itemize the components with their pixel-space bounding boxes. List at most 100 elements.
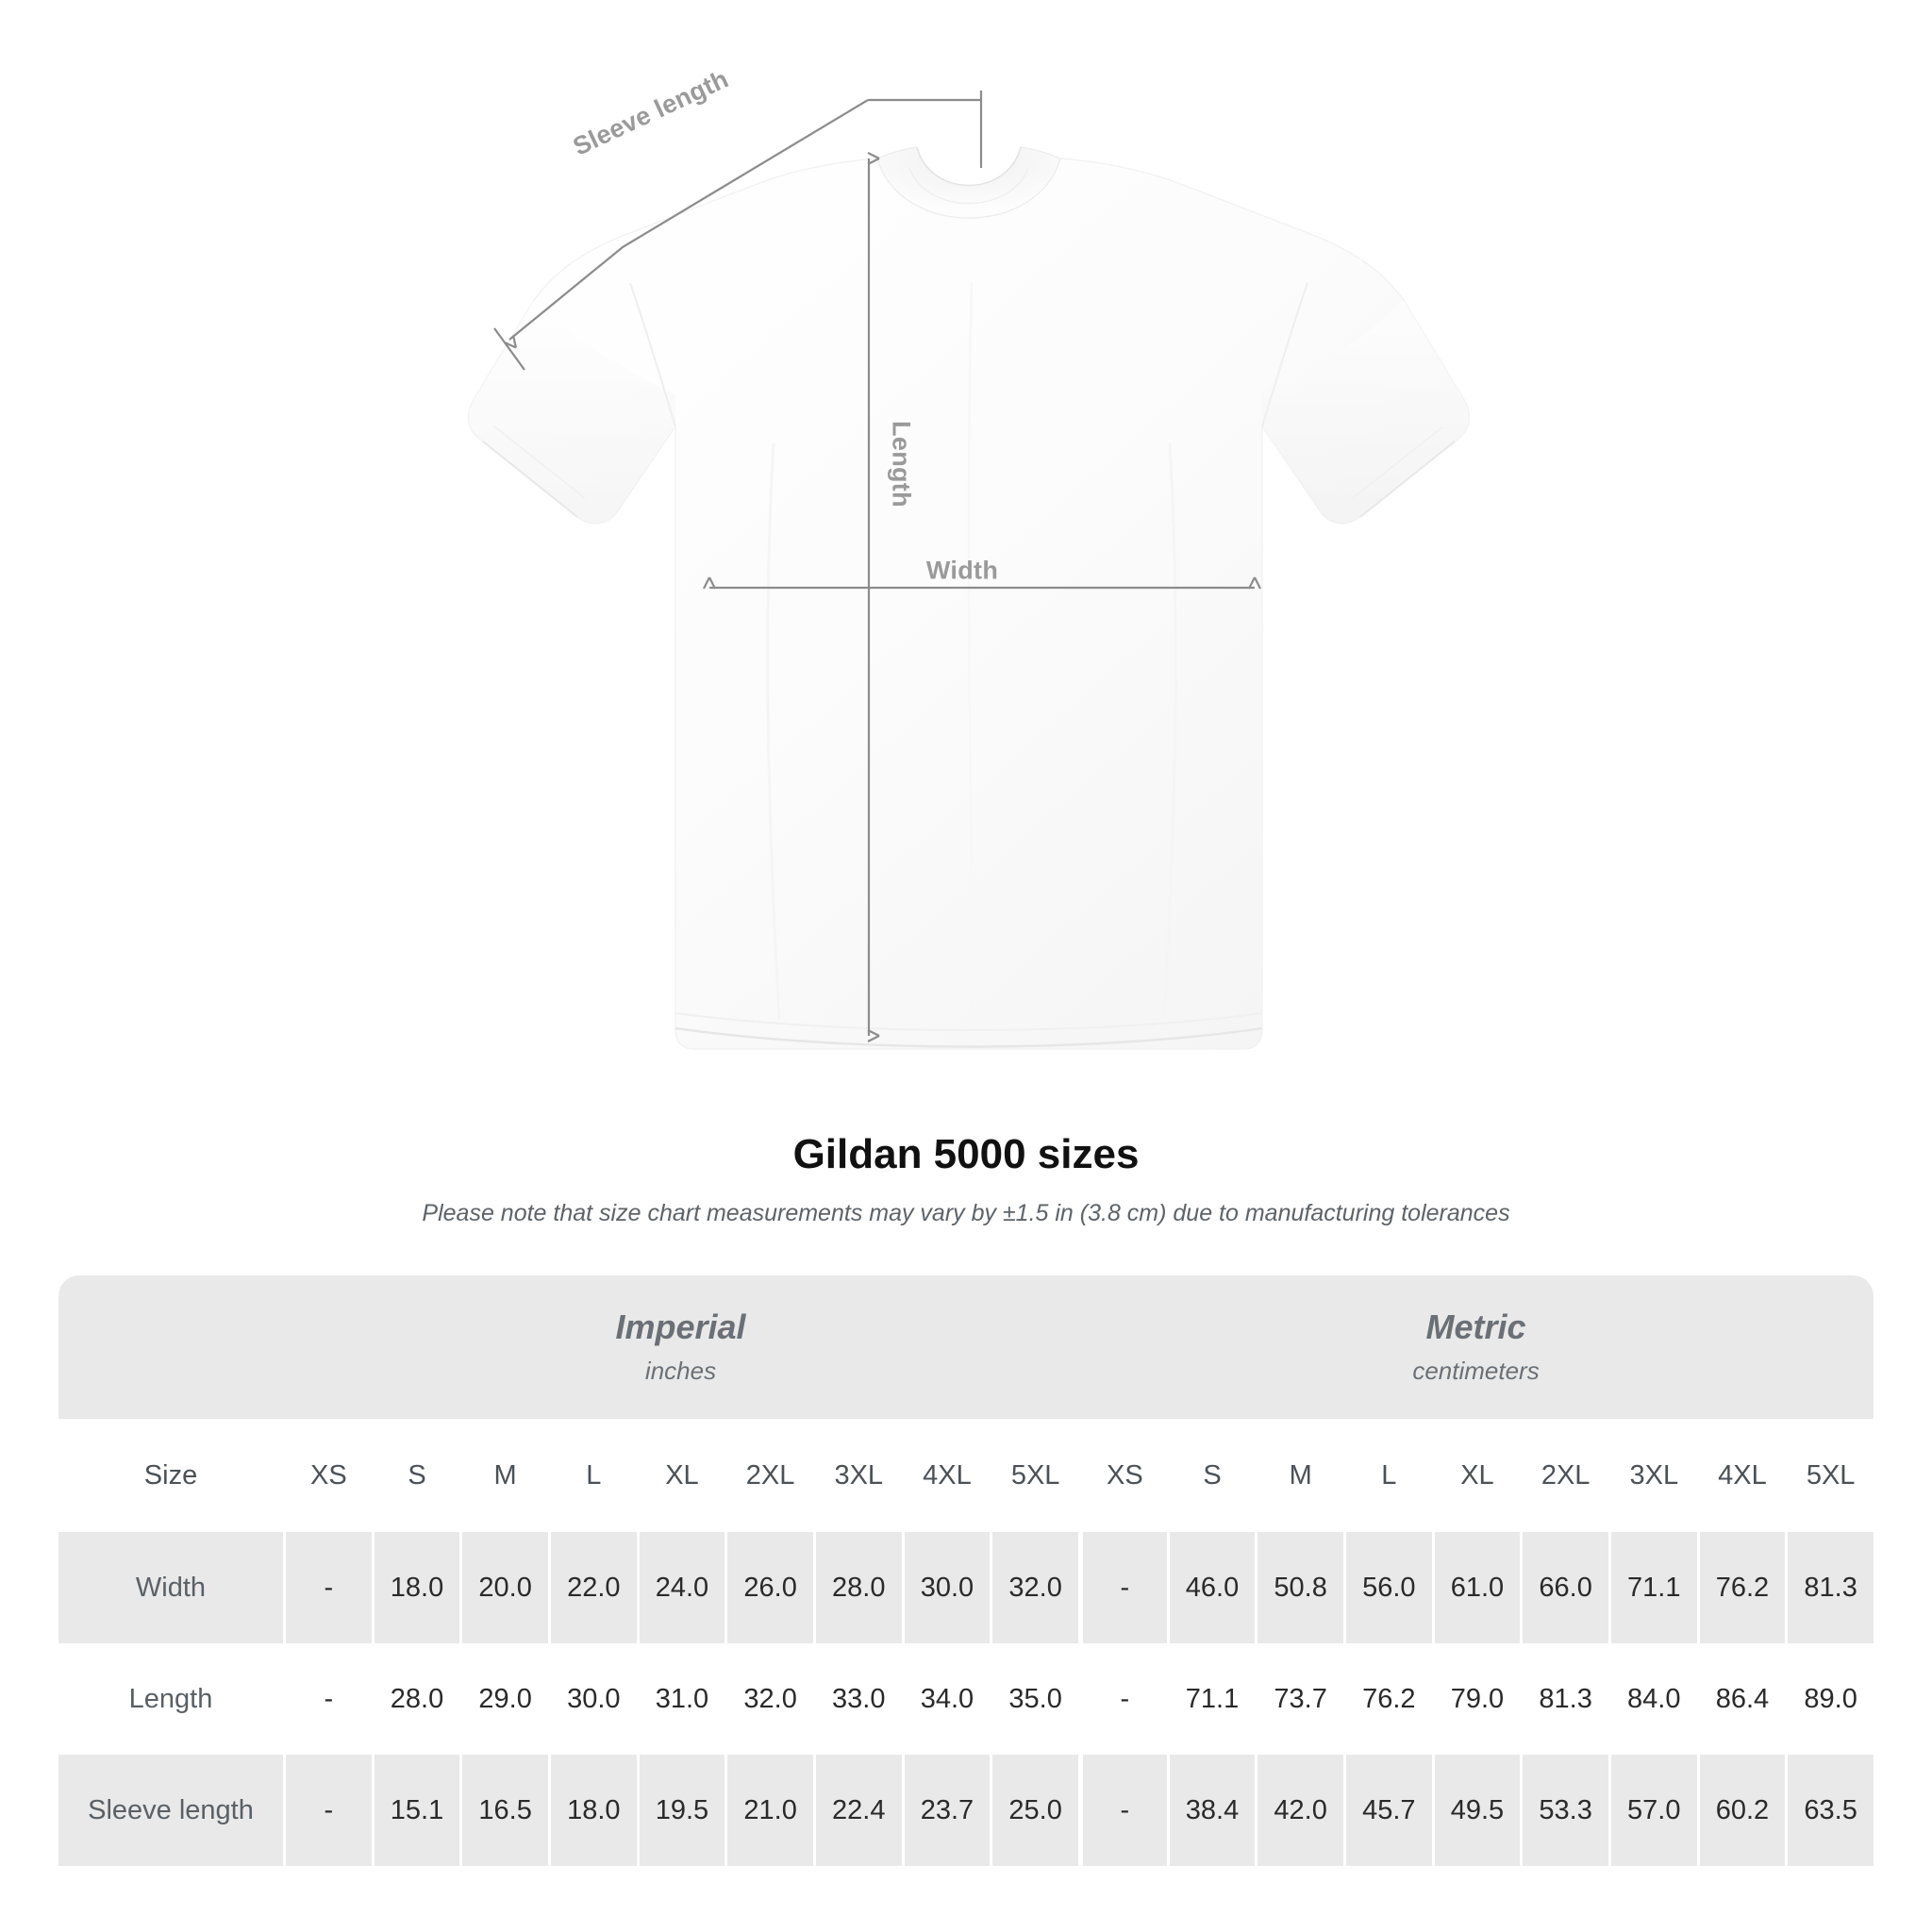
cell-sleeve-length-metric-xs: - — [1078, 1755, 1167, 1866]
unit-name: Imperial — [615, 1307, 746, 1346]
size-header-label: Size — [58, 1419, 283, 1532]
size-column-header-metric-4xl: 4XL — [1696, 1419, 1786, 1532]
cell-length-imperial-5xl: 35.0 — [990, 1643, 1079, 1755]
size-column-header-imperial-2xl: 2XL — [724, 1419, 813, 1532]
cell-width-metric-s: 46.0 — [1166, 1532, 1256, 1643]
cell-length-imperial-l: 30.0 — [547, 1643, 637, 1755]
unit-spacer-cell — [58, 1275, 283, 1419]
size-column-header-metric-l: L — [1342, 1419, 1432, 1532]
cell-width-metric-4xl: 76.2 — [1696, 1532, 1786, 1643]
cell-length-imperial-4xl: 34.0 — [901, 1643, 991, 1755]
cell-width-metric-3xl: 71.1 — [1607, 1532, 1697, 1643]
unit-subtitle: inches — [644, 1357, 717, 1385]
size-column-header-metric-3xl: 3XL — [1607, 1419, 1697, 1532]
cell-width-imperial-3xl: 28.0 — [812, 1532, 902, 1643]
cell-width-metric-l: 56.0 — [1342, 1532, 1432, 1643]
size-column-header-imperial-xl: XL — [636, 1419, 725, 1532]
tshirt-shape — [467, 146, 1471, 1050]
cell-length-imperial-xl: 31.0 — [636, 1643, 725, 1755]
size-column-header-metric-2xl: 2XL — [1520, 1419, 1608, 1532]
size-column-header-imperial-4xl: 4XL — [901, 1419, 991, 1532]
cell-sleeve-length-imperial-xl: 19.5 — [636, 1755, 725, 1866]
sleeve-tick-end — [493, 327, 525, 371]
tolerance-note: Please note that size chart measurements… — [422, 1200, 1510, 1226]
cell-sleeve-length-imperial-4xl: 23.7 — [901, 1755, 991, 1866]
unit-name: Metric — [1425, 1307, 1526, 1346]
chart-caption: Gildan 5000 sizes Please note that size … — [0, 1127, 1932, 1229]
cell-width-imperial-s: 18.0 — [371, 1532, 460, 1643]
cell-width-metric-2xl: 66.0 — [1520, 1532, 1608, 1643]
cell-sleeve-length-metric-xl: 49.5 — [1431, 1755, 1521, 1866]
cell-width-imperial-xl: 24.0 — [636, 1532, 725, 1643]
width-label: Width — [925, 556, 999, 585]
cell-sleeve-length-imperial-s: 15.1 — [371, 1755, 460, 1866]
cell-length-metric-xl: 79.0 — [1431, 1643, 1521, 1755]
measurement-lines — [493, 91, 1261, 1042]
size-column-header-metric-5xl: 5XL — [1785, 1419, 1874, 1532]
cell-sleeve-length-metric-m: 42.0 — [1255, 1755, 1343, 1866]
row-header-sleeve-length: Sleeve length — [58, 1755, 283, 1866]
cell-sleeve-length-metric-l: 45.7 — [1342, 1755, 1432, 1866]
cell-width-metric-5xl: 81.3 — [1785, 1532, 1874, 1643]
cell-sleeve-length-imperial-5xl: 25.0 — [990, 1755, 1079, 1866]
unit-header-row: Imperial inches Metric centimeters — [58, 1275, 1874, 1419]
length-label: Length — [887, 421, 916, 508]
cell-length-metric-4xl: 86.4 — [1696, 1643, 1786, 1755]
row-header-length: Length — [58, 1643, 283, 1755]
cell-length-metric-5xl: 89.0 — [1785, 1643, 1874, 1755]
size-column-header-metric-s: S — [1166, 1419, 1256, 1532]
cell-sleeve-length-imperial-m: 16.5 — [459, 1755, 548, 1866]
cell-sleeve-length-metric-4xl: 60.2 — [1696, 1755, 1786, 1866]
cell-length-metric-2xl: 81.3 — [1520, 1643, 1608, 1755]
size-column-header-imperial-xs: XS — [283, 1419, 372, 1532]
cell-width-imperial-m: 20.0 — [459, 1532, 548, 1643]
size-header-row: Size XS S M L XL 2XL 3XL 4XL 5XL XS S M L XL 2XL 3XL 4XL 5… — [58, 1419, 1874, 1532]
cell-length-metric-m: 73.7 — [1255, 1643, 1343, 1755]
unit-header-metric: Metric centimeters — [1078, 1275, 1874, 1419]
cell-length-metric-3xl: 84.0 — [1607, 1643, 1697, 1755]
cell-sleeve-length-imperial-2xl: 21.0 — [724, 1755, 813, 1866]
size-column-header-imperial-5xl: 5XL — [990, 1419, 1079, 1532]
cell-width-metric-m: 50.8 — [1255, 1532, 1343, 1643]
cell-width-imperial-4xl: 30.0 — [901, 1532, 991, 1643]
size-column-header-metric-xs: XS — [1078, 1419, 1167, 1532]
cell-sleeve-length-metric-5xl: 63.5 — [1785, 1755, 1874, 1866]
row-header-width: Width — [58, 1532, 283, 1643]
size-column-header-imperial-3xl: 3XL — [812, 1419, 902, 1532]
size-column-header-imperial-l: L — [547, 1419, 637, 1532]
cell-sleeve-length-imperial-xs: - — [283, 1755, 372, 1866]
tshirt-diagram: Sleeve length Length Width — [467, 64, 1471, 1050]
cell-sleeve-length-metric-2xl: 53.3 — [1520, 1755, 1608, 1866]
size-column-header-imperial-s: S — [371, 1419, 460, 1532]
unit-header-imperial: Imperial inches — [283, 1275, 1079, 1419]
unit-subtitle: centimeters — [1412, 1357, 1540, 1385]
cell-sleeve-length-imperial-3xl: 22.4 — [812, 1755, 902, 1866]
cell-length-metric-xs: - — [1078, 1643, 1167, 1755]
table-row: Sleeve length -15.1 16.5 18.0 19.5 21.0 22.4 23… — [58, 1755, 1874, 1866]
size-column-header-imperial-m: M — [459, 1419, 548, 1532]
cell-width-metric-xs: - — [1078, 1532, 1167, 1643]
cell-length-metric-s: 71.1 — [1166, 1643, 1256, 1755]
size-chart-table-wrapper: Imperial inches Metric centimeters Size XS S M L… — [58, 1275, 1874, 1866]
cell-width-imperial-l: 22.0 — [547, 1532, 637, 1643]
size-chart-table: Imperial inches Metric centimeters Size XS S M L… — [58, 1275, 1874, 1866]
cell-length-imperial-3xl: 33.0 — [812, 1643, 902, 1755]
cell-width-imperial-xs: - — [283, 1532, 372, 1643]
size-column-header-metric-xl: XL — [1431, 1419, 1521, 1532]
sleeve-arrow — [504, 99, 869, 349]
size-column-header-metric-m: M — [1255, 1419, 1343, 1532]
table-row: Width -18.0 20.0 22.0 24.0 26.0 28.0 30.0 32.0-4… — [58, 1532, 1874, 1643]
cell-sleeve-length-metric-3xl: 57.0 — [1607, 1755, 1697, 1866]
page-title: Gildan 5000 sizes — [792, 1131, 1140, 1177]
cell-length-imperial-xs: - — [283, 1643, 372, 1755]
cell-sleeve-length-imperial-l: 18.0 — [547, 1755, 637, 1866]
cell-width-imperial-5xl: 32.0 — [990, 1532, 1079, 1643]
cell-width-metric-xl: 61.0 — [1431, 1532, 1521, 1643]
cell-length-imperial-m: 29.0 — [459, 1643, 548, 1755]
cell-sleeve-length-metric-s: 38.4 — [1166, 1755, 1256, 1866]
tshirt-illustration — [467, 91, 1471, 1050]
table-row: Length -28.0 29.0 30.0 31.0 32.0 33.0 34.0 35.0-… — [58, 1643, 1874, 1755]
cell-length-imperial-2xl: 32.0 — [724, 1643, 813, 1755]
cell-length-imperial-s: 28.0 — [371, 1643, 460, 1755]
cell-length-metric-l: 76.2 — [1342, 1643, 1432, 1755]
